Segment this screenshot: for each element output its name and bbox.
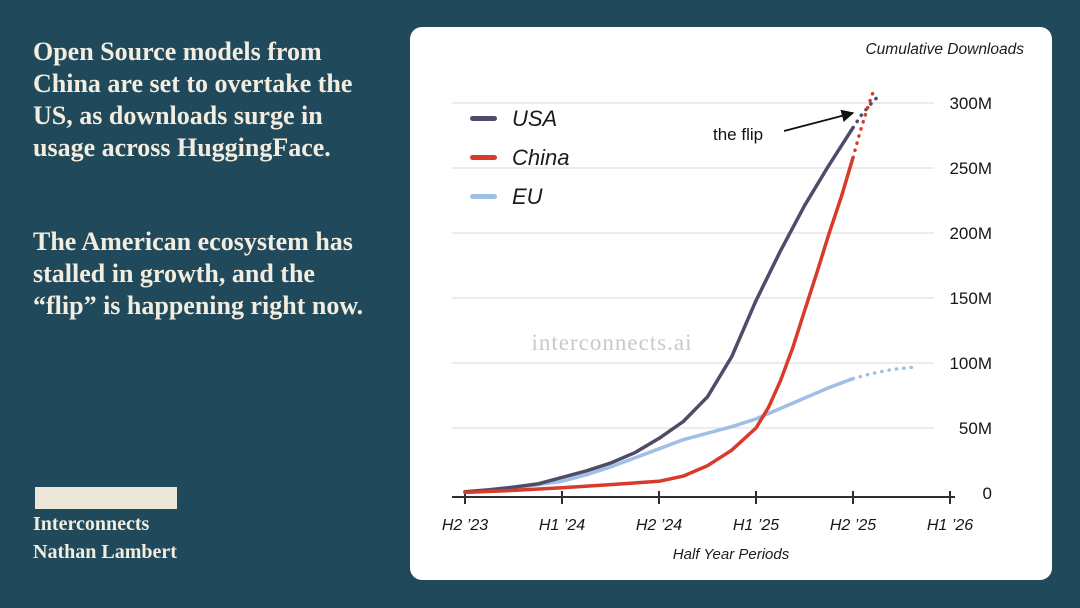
- china-line-swatch: [470, 155, 497, 160]
- legend-row-eu: EU: [470, 177, 569, 216]
- x-tick-label: H2 ’25: [830, 517, 876, 534]
- series-line-usa: [463, 125, 855, 494]
- x-tick-label: H1 ’25: [733, 517, 779, 534]
- y-tick-label: 200M: [949, 224, 992, 243]
- left-panel: Open Source models from China are set to…: [33, 0, 383, 608]
- y-tick-label: 150M: [949, 289, 992, 308]
- series-line-eu: [463, 376, 855, 495]
- y-tick-label: 100M: [949, 354, 992, 373]
- x-tick-label: H1 ’26: [927, 517, 973, 534]
- x-tick-label: H1 ’24: [539, 517, 585, 534]
- y-tick-label: 250M: [949, 159, 992, 178]
- author-name: Nathan Lambert: [33, 541, 177, 563]
- eu-line-swatch: [470, 194, 497, 199]
- cumulative-downloads-chart: 0 50M 100M 150M 200M 250M 300M H2 ’23 H1 ’24 H2 ’…: [442, 89, 992, 534]
- flip-arrow: [783, 109, 855, 132]
- legend-row-usa: USA: [470, 99, 569, 138]
- y-tick-label: 300M: [949, 94, 992, 113]
- series-projection-usa: [851, 93, 881, 130]
- brand-name: Interconnects: [33, 513, 150, 535]
- chart-title: Cumulative Downloads: [865, 41, 1024, 58]
- x-axis-title: Half Year Periods: [672, 546, 790, 563]
- flip-annotation: the flip: [713, 125, 764, 144]
- headline-paragraph-2: The American ecosystem has stalled in gr…: [33, 227, 364, 320]
- legend-label-eu: EU: [512, 183, 543, 209]
- x-tick-label: H2 ’24: [636, 517, 682, 534]
- watermark: interconnects.ai: [531, 330, 693, 355]
- series-projection-eu: [851, 365, 918, 381]
- chart-card: interconnects.ai 0 50M 100M 150M 200M 250M 300…: [410, 27, 1052, 580]
- legend-label-usa: USA: [512, 105, 558, 131]
- y-tick-label: 0: [983, 484, 992, 503]
- headline-paragraph-1: Open Source models from China are set to…: [33, 37, 353, 162]
- legend-label-china: China: [512, 144, 570, 170]
- y-tick-label: 50M: [959, 419, 992, 438]
- x-tick-label: H2 ’23: [442, 517, 488, 534]
- series-projection-china: [851, 89, 876, 160]
- logo-placeholder: [35, 487, 177, 509]
- legend-row-china: China: [470, 138, 569, 177]
- usa-line-swatch: [470, 116, 497, 121]
- chart-legend: USA China EU: [470, 99, 569, 216]
- series-line-china: [463, 155, 855, 495]
